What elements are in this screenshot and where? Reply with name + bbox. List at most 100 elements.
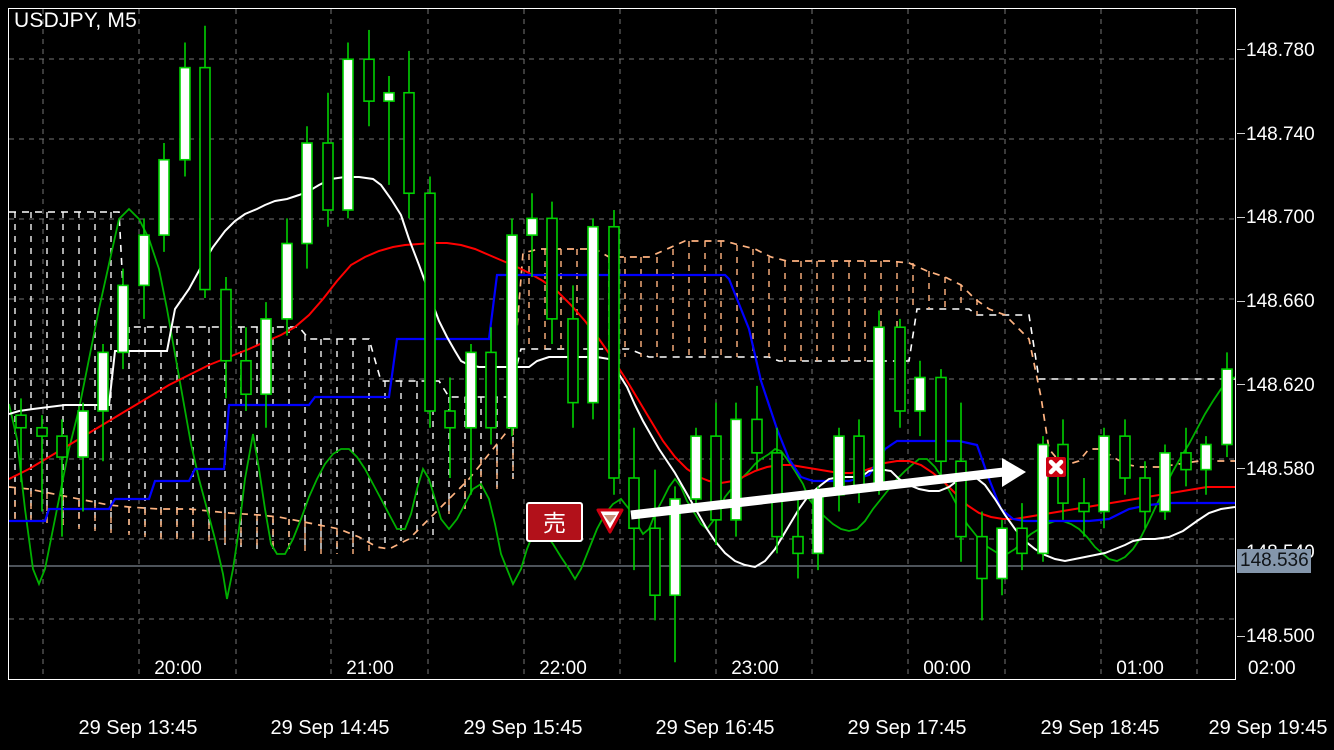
- candlestick: [1180, 427, 1192, 487]
- candlestick: [710, 402, 722, 545]
- candlestick-series: [15, 25, 1233, 663]
- candlestick: [179, 42, 191, 177]
- candlestick: [649, 469, 661, 621]
- candlestick: [1098, 427, 1110, 529]
- candlestick: [97, 344, 109, 462]
- date-axis-label: 29 Sep 13:45: [78, 717, 198, 739]
- price-axis-tick: 148.740: [1237, 125, 1315, 144]
- candlestick: [996, 519, 1008, 596]
- close-position-x-icon[interactable]: [1044, 455, 1068, 479]
- candlestick: [260, 302, 272, 428]
- candlestick: [628, 427, 640, 571]
- candlestick: [342, 42, 354, 219]
- candlestick: [1200, 436, 1212, 495]
- candlestick: [465, 344, 477, 495]
- tick-dash: [1237, 300, 1245, 302]
- price-axis-tick: 148.500: [1237, 627, 1315, 646]
- date-axis-label: 29 Sep 15:45: [463, 717, 583, 739]
- time-axis-label: 00:00: [923, 658, 971, 679]
- price-axis-tick: 148.620: [1237, 376, 1315, 395]
- candlestick: [56, 419, 68, 537]
- candlestick: [1078, 478, 1090, 537]
- date-axis-row: 29 Sep 13:45 29 Sep 14:45 29 Sep 15:45 29 S…: [0, 714, 1334, 744]
- candlestick: [158, 143, 170, 252]
- candlestick: [301, 126, 313, 269]
- price-axis-tick-label: 148.700: [1246, 207, 1315, 229]
- candlestick: [485, 327, 497, 445]
- candlestick: [792, 494, 804, 579]
- tick-dash: [1237, 384, 1245, 386]
- time-axis-label: 22:00: [539, 658, 587, 679]
- time-axis-label: 01:00: [1116, 658, 1164, 679]
- price-axis-tick-label: 148.500: [1246, 626, 1315, 648]
- candlestick: [771, 427, 783, 554]
- candlestick: [506, 218, 518, 437]
- candlestick: [873, 310, 885, 495]
- candlestick: [1037, 436, 1049, 562]
- candlestick: [955, 402, 967, 562]
- candlestick: [914, 360, 926, 437]
- tick-dash: [1237, 133, 1245, 135]
- candlestick: [730, 402, 742, 537]
- candlestick: [281, 218, 293, 336]
- candlestick: [15, 398, 27, 483]
- candlestick: [894, 318, 906, 428]
- sell-signal-badge[interactable]: 売: [526, 502, 583, 542]
- candlestick: [322, 92, 334, 227]
- candlestick: [935, 369, 947, 478]
- price-chart-plot[interactable]: 売: [8, 8, 1236, 680]
- price-axis-tick: 148.660: [1237, 292, 1315, 311]
- candlestick: [1221, 352, 1233, 458]
- candlestick: [444, 377, 456, 478]
- current-price-label[interactable]: 148.536: [1237, 548, 1311, 573]
- symbol-timeframe-title: USDJPY, M5: [14, 9, 137, 32]
- candlestick: [833, 427, 845, 512]
- candlestick: [812, 486, 824, 571]
- time-axis-label: 23:00: [731, 658, 779, 679]
- date-axis-label: 29 Sep 19:45: [1208, 717, 1328, 739]
- price-axis-tick: 148.780: [1237, 41, 1315, 60]
- price-axis-tick-label: 148.580: [1246, 458, 1315, 480]
- candlestick: [117, 268, 129, 370]
- candlestick: [608, 210, 620, 495]
- date-axis-label: 29 Sep 17:45: [847, 717, 967, 739]
- tick-dash: [1237, 49, 1245, 51]
- candlestick: [751, 385, 763, 470]
- time-axis-label: 21:00: [346, 658, 394, 679]
- candlestick: [363, 29, 375, 127]
- price-axis[interactable]: 148.780 148.740 148.700 148.660 148.620 148.5…: [1237, 8, 1334, 680]
- candlestick: [383, 76, 395, 185]
- sell-entry-triangle-icon[interactable]: [595, 507, 625, 535]
- date-axis-label: 29 Sep 18:45: [1040, 717, 1160, 739]
- price-axis-tick: 148.700: [1237, 208, 1315, 227]
- candlestick: [587, 218, 599, 420]
- senkou-span-b-line: [9, 211, 1235, 398]
- price-axis-tick-label: 148.780: [1246, 39, 1315, 61]
- candlestick: [403, 50, 415, 219]
- candlestick: [669, 486, 681, 663]
- candlestick: [1139, 461, 1151, 529]
- candlestick: [240, 327, 252, 411]
- candlestick: [526, 193, 538, 277]
- kijun-sen-blue-line: [9, 273, 1235, 523]
- candlestick: [546, 201, 558, 344]
- candlestick: [36, 415, 48, 512]
- date-axis-label: 29 Sep 14:45: [270, 717, 390, 739]
- price-axis-tick: 148.580: [1237, 460, 1315, 479]
- candlestick: [199, 25, 211, 298]
- tick-dash: [1237, 216, 1245, 218]
- candlestick: [976, 511, 988, 621]
- candlestick: [77, 402, 89, 512]
- candlestick: [1119, 419, 1131, 495]
- candlestick: [138, 218, 150, 319]
- candlestick: [1016, 503, 1028, 571]
- candlestick: [1159, 444, 1171, 520]
- candlestick: [690, 427, 702, 512]
- price-axis-tick-label: 148.660: [1246, 291, 1315, 313]
- price-axis-tick-label: 148.740: [1246, 123, 1315, 145]
- cloud-fill-hatch-orange: [14, 241, 978, 554]
- candlestick: [220, 277, 232, 399]
- tick-dash: [1237, 468, 1245, 470]
- time-axis-label: 02:00: [1248, 658, 1296, 679]
